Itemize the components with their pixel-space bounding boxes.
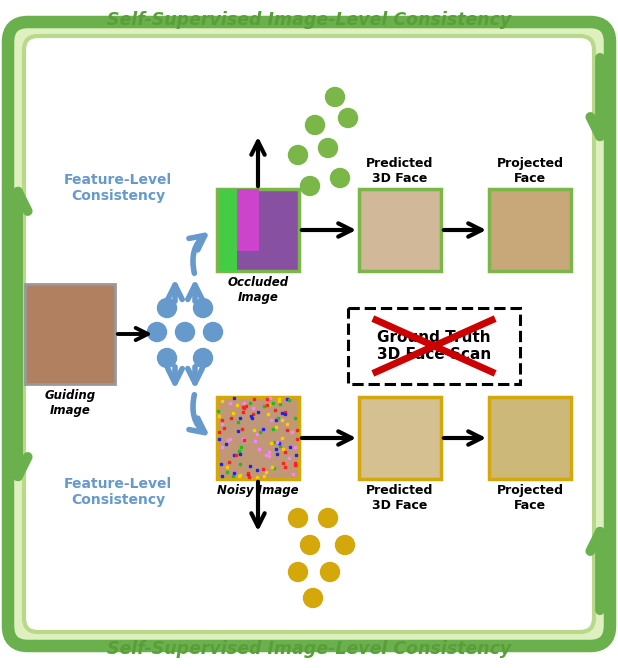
- FancyArrowPatch shape: [188, 367, 202, 383]
- Circle shape: [289, 508, 308, 528]
- Circle shape: [303, 589, 323, 607]
- Circle shape: [158, 299, 177, 317]
- Bar: [489, 397, 571, 479]
- Bar: [219, 189, 237, 271]
- Text: Occluded
Image: Occluded Image: [227, 276, 289, 304]
- Text: Guiding
Image: Guiding Image: [44, 389, 96, 417]
- Circle shape: [326, 88, 344, 106]
- Bar: [348, 308, 520, 384]
- Text: Feature-Level
Consistency: Feature-Level Consistency: [64, 173, 172, 203]
- FancyArrowPatch shape: [188, 285, 202, 301]
- Bar: [217, 189, 299, 271]
- FancyArrowPatch shape: [167, 285, 182, 301]
- FancyArrowPatch shape: [167, 367, 182, 383]
- Circle shape: [176, 323, 195, 341]
- Circle shape: [321, 562, 339, 582]
- Bar: [359, 397, 441, 479]
- FancyBboxPatch shape: [8, 22, 610, 646]
- Text: Noisy Image: Noisy Image: [217, 484, 299, 497]
- Text: Projected
Face: Projected Face: [496, 157, 564, 185]
- Bar: [25, 284, 115, 384]
- Bar: [489, 189, 571, 271]
- Circle shape: [318, 138, 337, 158]
- Bar: [359, 189, 441, 271]
- Circle shape: [318, 508, 337, 528]
- Circle shape: [336, 536, 355, 554]
- Text: Predicted
3D Face: Predicted 3D Face: [366, 157, 434, 185]
- FancyArrowPatch shape: [189, 235, 205, 273]
- Circle shape: [289, 146, 308, 164]
- Text: Feature-Level
Consistency: Feature-Level Consistency: [64, 477, 172, 507]
- Circle shape: [339, 108, 357, 128]
- Text: Ground Truth
3D Face Scan: Ground Truth 3D Face Scan: [377, 330, 491, 362]
- Circle shape: [300, 536, 320, 554]
- Circle shape: [305, 116, 324, 134]
- Circle shape: [300, 176, 320, 196]
- Text: Projected
Face: Projected Face: [496, 484, 564, 512]
- Bar: [237, 189, 259, 250]
- Text: Predicted
3D Face: Predicted 3D Face: [366, 484, 434, 512]
- Circle shape: [331, 168, 350, 188]
- Bar: [217, 397, 299, 479]
- Circle shape: [148, 323, 166, 341]
- Circle shape: [203, 323, 222, 341]
- FancyArrowPatch shape: [189, 395, 205, 433]
- Text: Self-Supervised Image-Level Consistency: Self-Supervised Image-Level Consistency: [107, 11, 511, 29]
- Text: Self-Supervised Image-Level Consistency: Self-Supervised Image-Level Consistency: [107, 640, 511, 658]
- FancyBboxPatch shape: [24, 36, 594, 632]
- Circle shape: [158, 349, 177, 367]
- Circle shape: [289, 562, 308, 582]
- Circle shape: [193, 349, 213, 367]
- Circle shape: [193, 299, 213, 317]
